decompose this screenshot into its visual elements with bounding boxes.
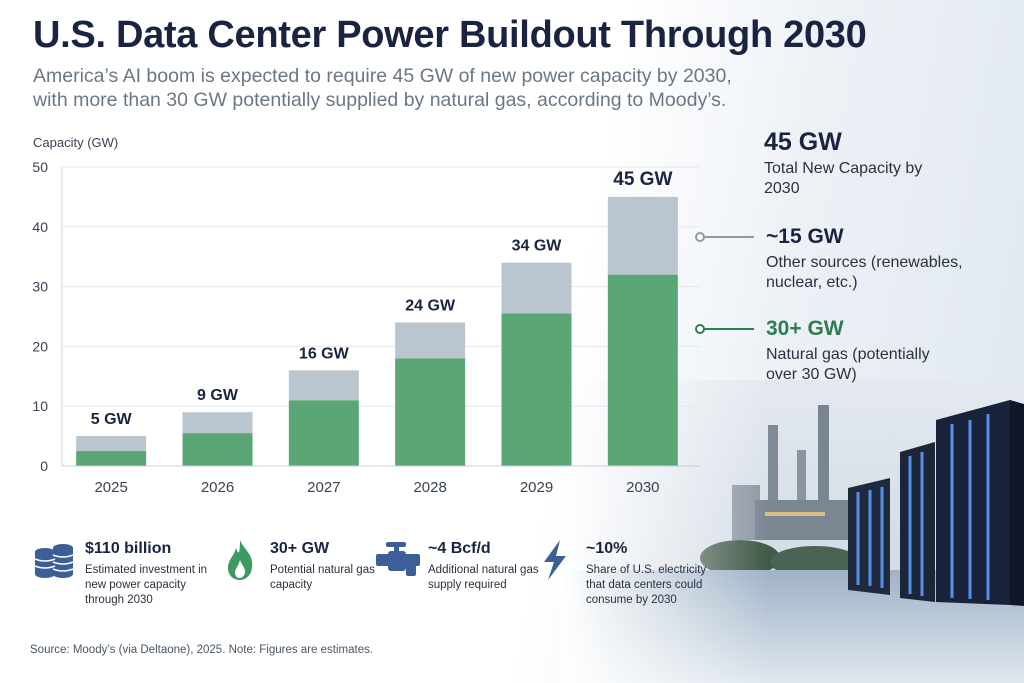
coin-stack-icon bbox=[34, 544, 74, 578]
total-label: Total New Capacity by 2030 bbox=[764, 160, 923, 197]
y-tick-label: 0 bbox=[40, 458, 48, 474]
grid-lines bbox=[62, 166, 700, 467]
source-note: Source: Moody’s (via Deltaone), 2025. No… bbox=[30, 644, 374, 656]
flame-icon bbox=[228, 540, 253, 580]
total-callout: 45 GW Total New Capacity by 2030 bbox=[764, 128, 964, 199]
x-tick-label: 2027 bbox=[307, 479, 340, 496]
gas-valve-icon bbox=[376, 542, 420, 576]
bar-total-label: 16 GW bbox=[299, 345, 350, 362]
bar-natural-gas bbox=[501, 313, 572, 466]
total-value: 45 GW bbox=[764, 128, 842, 156]
stat-gas-capacity-label: Potential natural gas capacity bbox=[270, 564, 375, 591]
y-axis-label: Capacity (GW) bbox=[33, 135, 118, 150]
stat-gas-capacity-value: 30+ GW bbox=[270, 540, 330, 557]
other-callout: ~15 GW Other sources (renewables, nuclea… bbox=[766, 225, 1006, 293]
gas-label: Natural gas (potentially over 30 GW) bbox=[766, 346, 930, 383]
bar-other-sources bbox=[76, 436, 147, 452]
stat-investment-value: $110 billion bbox=[85, 540, 172, 557]
page-subtitle: America’s AI boom is expected to require… bbox=[33, 65, 732, 111]
other-connector-dot bbox=[695, 232, 705, 242]
gas-callout: 30+ GW Natural gas (potentially over 30 … bbox=[766, 317, 1006, 385]
stat-gas-supply-value: ~4 Bcf/d bbox=[428, 540, 491, 557]
page-title: U.S. Data Center Power Buildout Through … bbox=[33, 14, 867, 56]
stat-electricity-share-label: Share of U.S. electricity that data cent… bbox=[586, 564, 707, 606]
stat-electricity-share-value: ~10% bbox=[586, 540, 628, 557]
bars-group: 5 GW 9 GW 16 GW 24 GW 34 GW 45 GW bbox=[76, 169, 678, 466]
y-tick-label: 10 bbox=[32, 398, 48, 414]
lightning-bolt-icon bbox=[544, 540, 566, 580]
other-label: Other sources (renewables, nuclear, etc.… bbox=[766, 254, 963, 291]
bar-natural-gas bbox=[182, 433, 253, 466]
stat-gas-supply-label: Additional natural gas supply required bbox=[428, 564, 539, 591]
bar-total-label: 5 GW bbox=[91, 411, 133, 428]
y-tick-label: 20 bbox=[32, 338, 48, 354]
x-tick-label: 2030 bbox=[626, 479, 659, 496]
x-tick-label: 2026 bbox=[201, 479, 234, 496]
power-plant-datacenter-illustration bbox=[560, 380, 1024, 683]
stat-investment-label: Estimated investment in new power capaci… bbox=[85, 564, 208, 606]
bar-natural-gas bbox=[395, 358, 466, 466]
x-tick-label: 2029 bbox=[520, 479, 553, 496]
other-value: ~15 GW bbox=[766, 225, 844, 248]
bar-total-label: 45 GW bbox=[613, 169, 672, 190]
bar-other-sources bbox=[395, 322, 466, 359]
bar-natural-gas bbox=[76, 451, 147, 466]
bar-total-label: 9 GW bbox=[197, 387, 239, 404]
bar-total-label: 24 GW bbox=[405, 297, 456, 314]
x-tick-label: 2025 bbox=[94, 479, 127, 496]
y-tick-label: 50 bbox=[32, 159, 48, 175]
bar-other-sources bbox=[288, 370, 359, 401]
bar-other-sources bbox=[182, 412, 253, 434]
bar-natural-gas bbox=[607, 274, 678, 466]
y-tick-label: 30 bbox=[32, 279, 48, 295]
y-tick-label: 40 bbox=[32, 219, 48, 235]
bar-total-label: 34 GW bbox=[512, 238, 563, 255]
bar-natural-gas bbox=[288, 400, 359, 466]
gas-value: 30+ GW bbox=[766, 317, 844, 340]
x-tick-label: 2028 bbox=[413, 479, 446, 496]
gas-connector-dot bbox=[695, 324, 705, 334]
bar-other-sources bbox=[607, 196, 678, 275]
bar-other-sources bbox=[501, 262, 572, 314]
